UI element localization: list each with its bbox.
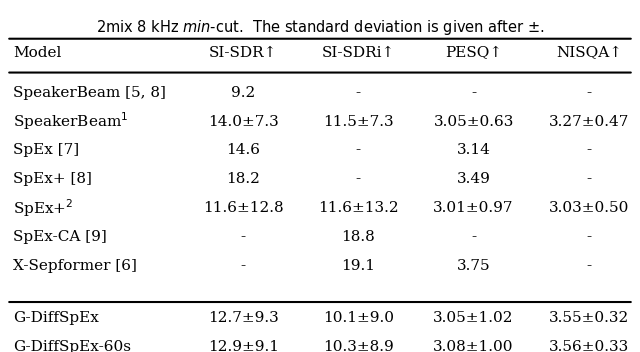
Text: -: - <box>586 172 591 186</box>
Text: 11.6±13.2: 11.6±13.2 <box>318 201 399 215</box>
Text: 3.05±0.63: 3.05±0.63 <box>433 115 514 128</box>
Text: 3.05±1.02: 3.05±1.02 <box>433 311 514 325</box>
Text: SI-SDR↑: SI-SDR↑ <box>209 46 277 60</box>
Text: 3.14: 3.14 <box>457 144 490 157</box>
Text: SpEx+ [8]: SpEx+ [8] <box>13 172 92 186</box>
Text: Model: Model <box>13 46 61 60</box>
Text: NISQA↑: NISQA↑ <box>556 46 622 60</box>
Text: -: - <box>241 259 246 273</box>
Text: 11.6±12.8: 11.6±12.8 <box>203 201 284 215</box>
Text: 18.8: 18.8 <box>342 230 375 244</box>
Text: -: - <box>241 230 246 244</box>
Text: 3.27±0.47: 3.27±0.47 <box>548 115 629 128</box>
Text: -: - <box>586 86 591 100</box>
Text: SpeakerBeam$^1$: SpeakerBeam$^1$ <box>13 111 129 132</box>
Text: -: - <box>471 230 476 244</box>
Text: 3.08±1.00: 3.08±1.00 <box>433 340 514 352</box>
Text: 3.55±0.32: 3.55±0.32 <box>548 311 629 325</box>
Text: 3.03±0.50: 3.03±0.50 <box>548 201 629 215</box>
Text: 10.1±9.0: 10.1±9.0 <box>323 311 394 325</box>
Text: 2mix 8 kHz $min$-cut.  The standard deviation is given after ±.: 2mix 8 kHz $min$-cut. The standard devia… <box>95 18 545 37</box>
Text: 3.01±0.97: 3.01±0.97 <box>433 201 514 215</box>
Text: -: - <box>586 259 591 273</box>
Text: -: - <box>586 230 591 244</box>
Text: 3.75: 3.75 <box>457 259 490 273</box>
Text: 12.7±9.3: 12.7±9.3 <box>208 311 278 325</box>
Text: 11.5±7.3: 11.5±7.3 <box>323 115 394 128</box>
Text: 3.49: 3.49 <box>457 172 490 186</box>
Text: 12.9±9.1: 12.9±9.1 <box>208 340 278 352</box>
Text: SpeakerBeam [5, 8]: SpeakerBeam [5, 8] <box>13 86 166 100</box>
Text: SpEx+$^2$: SpEx+$^2$ <box>13 197 74 219</box>
Text: 14.6: 14.6 <box>226 144 260 157</box>
Text: -: - <box>356 172 361 186</box>
Text: -: - <box>471 86 476 100</box>
Text: 18.2: 18.2 <box>227 172 260 186</box>
Text: 10.3±8.9: 10.3±8.9 <box>323 340 394 352</box>
Text: G-DiffSpEx: G-DiffSpEx <box>13 311 99 325</box>
Text: 19.1: 19.1 <box>341 259 376 273</box>
Text: 3.56±0.33: 3.56±0.33 <box>548 340 629 352</box>
Text: X-Sepformer [6]: X-Sepformer [6] <box>13 259 137 273</box>
Text: 14.0±7.3: 14.0±7.3 <box>208 115 278 128</box>
Text: 9.2: 9.2 <box>231 86 255 100</box>
Text: SpEx [7]: SpEx [7] <box>13 144 79 157</box>
Text: G-DiffSpEx-60s: G-DiffSpEx-60s <box>13 340 131 352</box>
Text: SpEx-CA [9]: SpEx-CA [9] <box>13 230 106 244</box>
Text: -: - <box>356 86 361 100</box>
Text: -: - <box>356 144 361 157</box>
Text: SI-SDRi↑: SI-SDRi↑ <box>322 46 395 60</box>
Text: -: - <box>586 144 591 157</box>
Text: PESQ↑: PESQ↑ <box>445 46 502 60</box>
